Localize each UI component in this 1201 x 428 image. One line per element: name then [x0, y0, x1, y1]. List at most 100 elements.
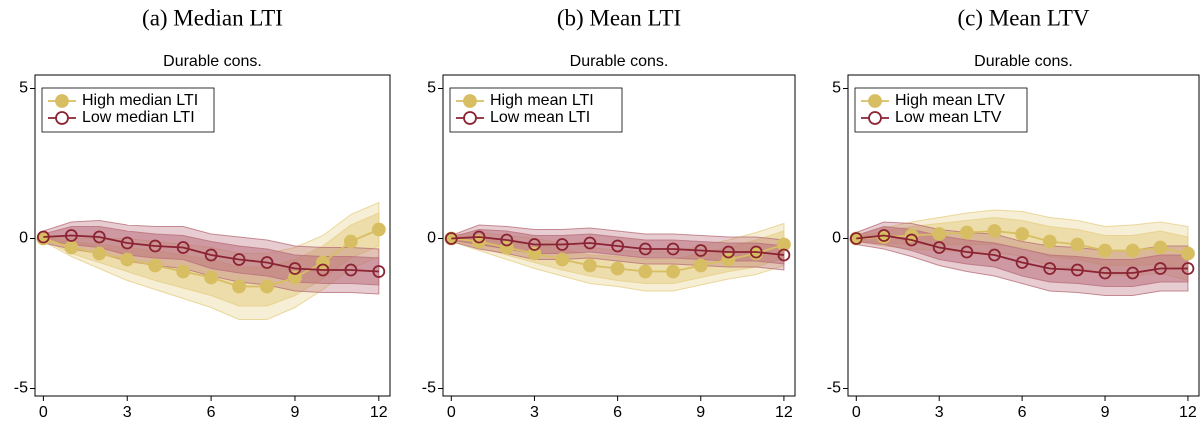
- x-tick-label: 9: [291, 404, 300, 421]
- marker: [148, 258, 163, 273]
- marker: [666, 264, 680, 279]
- series-line: [451, 236, 785, 256]
- legend-box: [449, 87, 623, 133]
- marker: [316, 263, 330, 277]
- marker: [1125, 243, 1140, 258]
- legend-marker: [463, 111, 477, 125]
- x-tick-label: 3: [123, 404, 132, 421]
- marker: [694, 244, 708, 257]
- marker: [344, 263, 358, 277]
- chart-subtitle: Durable cons.: [163, 53, 262, 70]
- legend-label: Low mean LTV: [895, 109, 1002, 126]
- plot-content: [36, 201, 386, 320]
- marker: [444, 232, 458, 245]
- x-tick-label: 9: [696, 404, 705, 421]
- marker: [722, 245, 735, 259]
- marker: [1126, 266, 1140, 280]
- marker: [120, 252, 135, 267]
- marker: [372, 265, 386, 278]
- marker: [638, 242, 652, 256]
- marker: [527, 246, 542, 261]
- marker: [472, 234, 486, 249]
- marker: [64, 229, 78, 242]
- marker: [749, 245, 763, 259]
- marker: [1070, 237, 1085, 252]
- x-tick-label: 0: [447, 404, 456, 421]
- x-tick-label: 12: [370, 404, 388, 421]
- marker: [1153, 262, 1167, 275]
- legend-label: Low median LTI: [82, 109, 195, 126]
- x-tick-label: 6: [1018, 404, 1027, 421]
- legend-label: High mean LTV: [895, 92, 1005, 109]
- marker: [987, 224, 1002, 238]
- marker: [176, 241, 190, 254]
- legend-label: High mean LTI: [490, 92, 594, 109]
- marker: [638, 264, 653, 279]
- y-tick-label: 0: [832, 230, 841, 247]
- chart-subtitle: Durable cons.: [974, 53, 1073, 70]
- marker: [528, 238, 541, 251]
- marker: [849, 232, 863, 245]
- marker: [472, 230, 486, 244]
- marker: [1015, 256, 1029, 269]
- marker: [932, 227, 947, 241]
- marker: [1043, 262, 1057, 275]
- y-tick-label: 0: [19, 230, 28, 247]
- marker: [1070, 263, 1084, 277]
- x-tick-label: 9: [1101, 404, 1110, 421]
- marker: [1181, 246, 1195, 261]
- marker: [371, 222, 386, 237]
- y-tick-label: 0: [427, 230, 436, 247]
- panel-title: (c) Mean LTV: [958, 5, 1090, 30]
- marker: [288, 270, 302, 285]
- legend-marker: [463, 94, 477, 108]
- marker: [904, 228, 919, 243]
- marker: [959, 225, 974, 240]
- x-tick-label: 12: [1179, 404, 1197, 421]
- chart-subtitle: Durable cons.: [570, 53, 669, 70]
- marker: [1098, 266, 1112, 280]
- marker: [905, 233, 918, 247]
- marker: [1098, 243, 1112, 258]
- x-tick-label: 3: [935, 404, 944, 421]
- marker: [1015, 227, 1030, 241]
- marker: [960, 245, 974, 259]
- legend-marker: [55, 111, 69, 125]
- marker: [288, 262, 302, 275]
- marker: [64, 240, 79, 255]
- x-tick-label: 0: [39, 404, 48, 421]
- marker: [204, 270, 219, 285]
- legend-label: High median LTI: [82, 92, 198, 109]
- marker: [777, 248, 791, 262]
- y-tick-label: 5: [19, 80, 28, 97]
- x-tick-label: 6: [613, 404, 622, 421]
- marker: [1181, 262, 1195, 275]
- x-tick-label: 3: [530, 404, 539, 421]
- plot-content: [444, 222, 791, 292]
- marker: [36, 230, 50, 244]
- legend-box: [41, 87, 215, 133]
- marker: [555, 252, 570, 267]
- marker: [611, 239, 625, 253]
- legend-label: Low mean LTI: [490, 109, 590, 126]
- marker: [232, 279, 246, 294]
- marker: [610, 261, 625, 276]
- panel-title: (a) Median LTI: [142, 5, 283, 30]
- marker: [932, 241, 946, 254]
- marker: [1153, 240, 1168, 255]
- x-tick-label: 12: [775, 404, 793, 421]
- marker: [176, 264, 191, 279]
- marker: [260, 279, 274, 294]
- marker: [1042, 234, 1057, 249]
- marker: [877, 229, 891, 242]
- marker: [92, 246, 107, 261]
- marker: [582, 258, 597, 273]
- marker: [555, 238, 569, 251]
- marker: [232, 253, 246, 266]
- y-tick-label: -5: [14, 380, 28, 397]
- x-tick-label: 0: [852, 404, 861, 421]
- legend-marker: [55, 94, 69, 108]
- legend-marker: [868, 94, 882, 108]
